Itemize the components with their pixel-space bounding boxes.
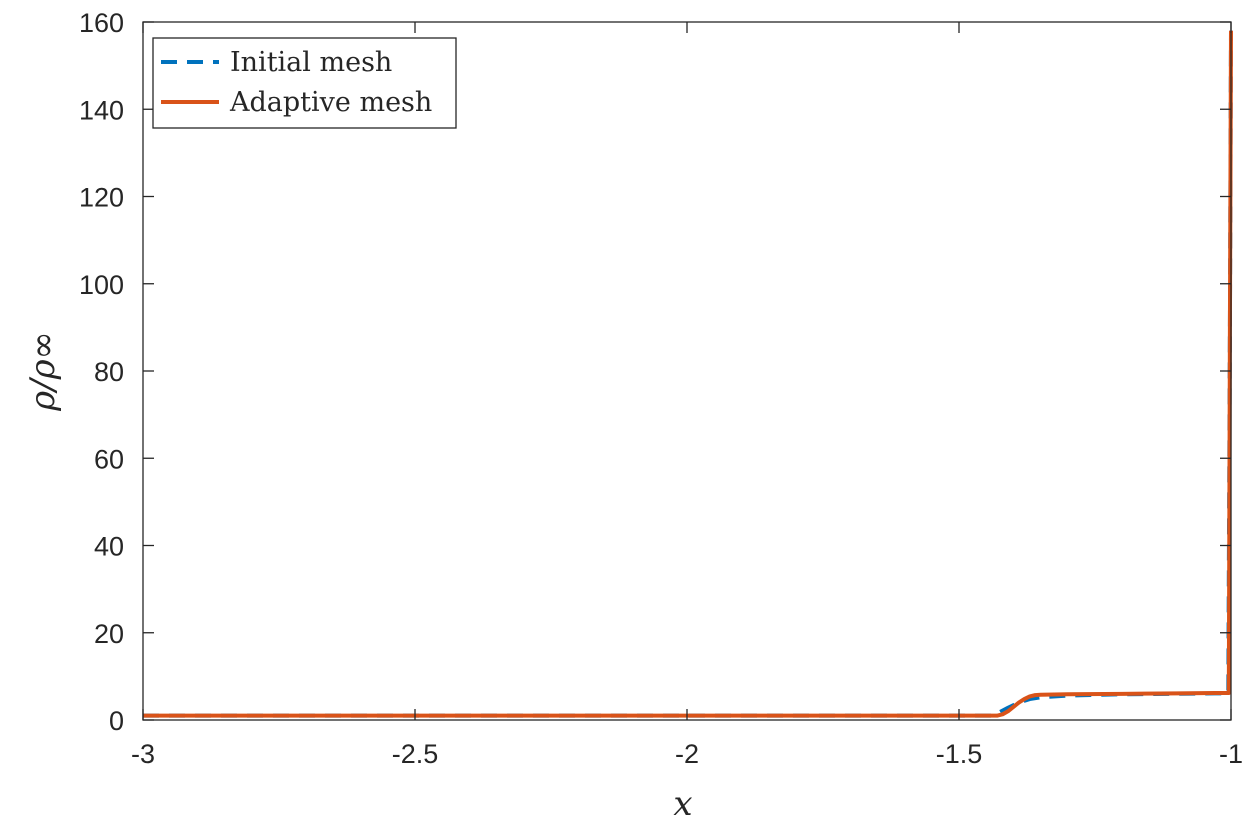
y-tick-label: 120 [79, 183, 124, 213]
y-tick-label: 0 [109, 706, 124, 736]
x-tick-label: -2 [675, 739, 699, 769]
legend-label-adaptive-mesh: Adaptive mesh [229, 87, 432, 118]
x-tick-label: -2.5 [392, 739, 439, 769]
y-axis: 0 20 40 60 80 100 120 140 160 [79, 8, 1231, 736]
y-tick-label: 140 [79, 95, 124, 125]
x-tick-label: -3 [131, 739, 155, 769]
y-tick-label: 100 [79, 270, 124, 300]
x-axis: -3 -2.5 -2 -1.5 -1 [131, 22, 1243, 769]
legend-label-initial-mesh: Initial mesh [230, 47, 392, 78]
y-tick-label: 20 [94, 619, 124, 649]
series-layer [143, 30, 1233, 718]
y-tick-label: 80 [94, 357, 124, 387]
x-tick-label: -1.5 [936, 739, 983, 769]
y-axis-title: ρ/ρ∞ [23, 331, 63, 412]
y-tick-label: 60 [94, 444, 124, 474]
legend: Initial mesh Adaptive mesh [152, 37, 457, 129]
x-axis-title: x [673, 784, 692, 824]
y-tick-label: 160 [79, 8, 124, 38]
x-tick-label: -1 [1219, 739, 1243, 769]
legend-box [152, 37, 457, 129]
series-line-adaptive-mesh [143, 30, 1233, 718]
plot-background [143, 22, 1231, 720]
y-tick-label: 40 [94, 532, 124, 562]
